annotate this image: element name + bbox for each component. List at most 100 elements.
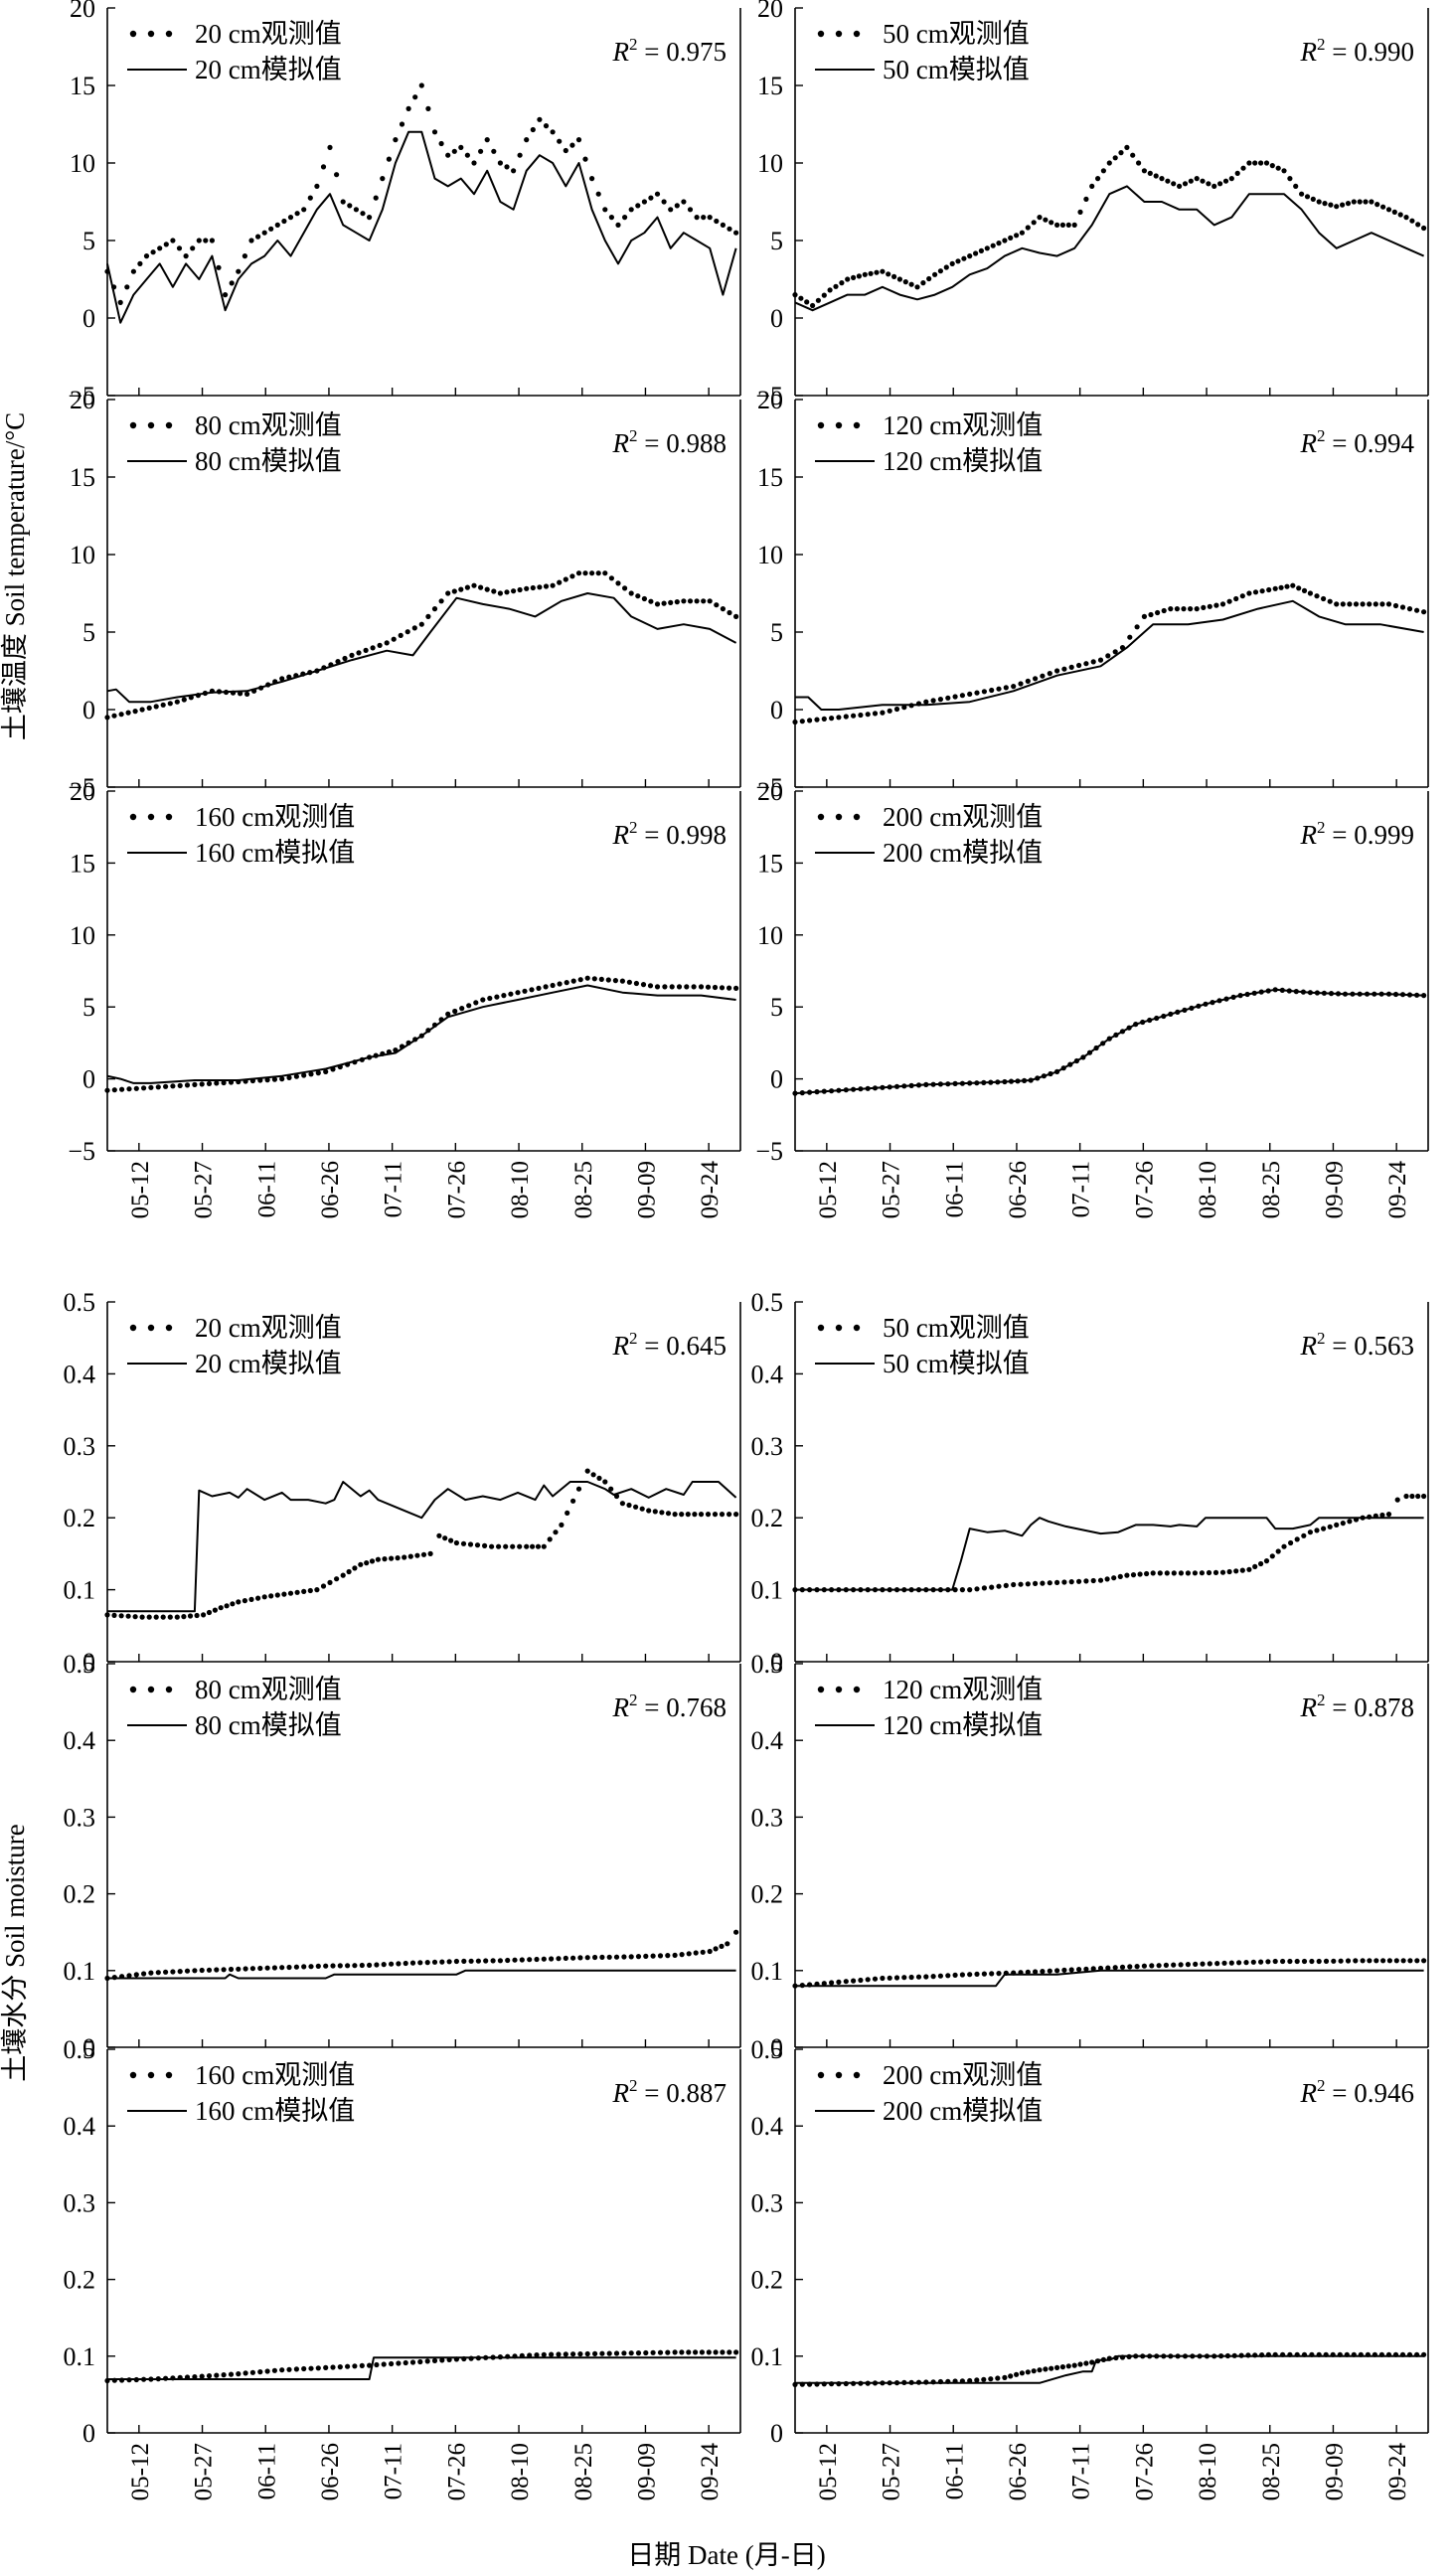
panel-temperature-120cm-observed-point bbox=[1003, 685, 1009, 691]
panel-temperature-80cm-observed-point bbox=[363, 647, 369, 654]
panel-temperature-20cm-observed-point bbox=[334, 172, 340, 178]
panel-moisture-50cm-observed-point bbox=[1301, 1532, 1307, 1538]
panel-moisture-80cm-observed-point bbox=[672, 1952, 678, 1958]
panel-temperature-50cm-observed-point bbox=[1165, 178, 1171, 184]
panel-temperature-20cm-observed-point bbox=[733, 230, 739, 236]
panel-temperature-50cm-observed-point bbox=[1077, 209, 1083, 215]
panel-moisture-20cm-observed-point bbox=[467, 1541, 474, 1547]
panel-temperature-20cm-observed-point bbox=[353, 207, 359, 213]
panel-moisture-50cm-observed-point bbox=[1206, 1569, 1212, 1576]
panel-temperature-120cm-observed-point bbox=[1097, 657, 1104, 663]
panel-moisture-120cm-ytick-label: 0 bbox=[770, 2033, 783, 2062]
panel-moisture-120cm-observed-point bbox=[1353, 1958, 1359, 1964]
panel-temperature-120cm-observed-point bbox=[1194, 606, 1200, 612]
panel-temperature-160cm-observed-point bbox=[612, 978, 619, 984]
panel-temperature-120cm-observed-point bbox=[1155, 609, 1161, 616]
panel-moisture-20cm-observed-point bbox=[294, 1589, 300, 1595]
x-axis-label: 日期 Date (月-日) bbox=[627, 2540, 825, 2570]
panel-temperature-120cm-observed-point bbox=[851, 713, 857, 719]
panel-moisture-120cm-observed-point bbox=[1250, 1959, 1256, 1965]
panel-temperature-20cm-observed-point bbox=[557, 138, 563, 144]
panel-moisture-20cm-observed-point bbox=[395, 1555, 401, 1561]
panel-moisture-160cm-xtick-label: 05-27 bbox=[191, 2443, 218, 2500]
panel-moisture-200cm-xtick-label: 09-24 bbox=[1384, 2443, 1411, 2501]
panel-moisture-80cm-legend-obs-marker bbox=[147, 1686, 155, 1693]
panel-temperature-50cm-observed-point bbox=[1397, 212, 1403, 218]
panel-temperature-160cm-legend-sim-label: 160 cm模拟值 bbox=[195, 838, 355, 868]
panel-moisture-120cm-observed-point bbox=[1272, 1958, 1278, 1965]
panel-temperature-50cm-observed-point bbox=[1240, 165, 1246, 171]
panel-temperature-80cm-legend-sim-label: 80 cm模拟值 bbox=[195, 446, 342, 476]
panel-temperature-160cm-observed-point bbox=[684, 984, 690, 990]
panel-moisture-50cm-observed-point bbox=[1281, 1543, 1287, 1549]
panel-temperature-80cm-observed-point bbox=[517, 586, 523, 593]
panel-temperature-80cm-ytick-label: 5 bbox=[82, 618, 95, 647]
panel-temperature-80cm-observed-point bbox=[595, 570, 601, 576]
panel-moisture-20cm-ytick-label: 0.4 bbox=[64, 1360, 96, 1388]
panel-temperature-50cm-observed-point bbox=[1019, 230, 1025, 236]
panel-moisture-80cm-observed-point bbox=[170, 1969, 176, 1975]
panel-temperature-80cm-observed-point bbox=[111, 713, 117, 719]
panel-moisture-160cm-observed-point bbox=[396, 2360, 402, 2366]
panel-temperature-160cm-observed-point bbox=[163, 1083, 169, 1089]
panel-temperature-200cm-legend-sim-label: 200 cm模拟值 bbox=[883, 838, 1043, 868]
panel-temperature-120cm-observed-point bbox=[1321, 595, 1327, 602]
panel-moisture-50cm-observed-point bbox=[1212, 1569, 1219, 1575]
panel-moisture-120cm-observed-point bbox=[880, 1975, 886, 1982]
panel-temperature-200cm-xtick-label: 09-09 bbox=[1321, 1161, 1348, 1218]
panel-temperature-120cm-observed-point bbox=[872, 711, 879, 717]
panel-moisture-50cm-observed-point bbox=[1090, 1577, 1096, 1584]
panel-temperature-50cm-observed-point bbox=[1188, 178, 1194, 184]
panel-temperature-120cm-observed-point bbox=[1090, 659, 1096, 665]
panel-moisture-50cm-observed-point bbox=[1233, 1568, 1239, 1574]
panel-temperature-120cm-observed-point bbox=[1068, 664, 1074, 671]
panel-moisture-80cm-observed-point bbox=[453, 1958, 459, 1965]
panel-temperature-120cm-observed-point bbox=[1259, 588, 1265, 594]
panel-moisture-80cm-observed-point bbox=[490, 1958, 496, 1964]
panel-temperature-120cm-observed-point bbox=[1226, 598, 1232, 604]
panel-moisture-160cm-observed-point bbox=[431, 2357, 438, 2363]
panel-moisture-50cm-observed-point bbox=[1025, 1581, 1031, 1587]
panel-moisture-160cm-observed-point bbox=[228, 2371, 235, 2377]
panel-moisture-160cm-r2-label: R2 = 0.887 bbox=[612, 2076, 727, 2108]
panel-moisture-20cm-observed-point bbox=[402, 1554, 407, 1560]
panel-temperature-20cm-observed-point bbox=[582, 156, 588, 162]
panel-moisture-160cm-observed-point bbox=[657, 2349, 664, 2355]
panel-temperature-20cm-observed-point bbox=[530, 126, 536, 133]
panel-temperature-20cm-observed-point bbox=[307, 195, 313, 201]
panel-temperature-160cm-observed-point bbox=[315, 1070, 321, 1076]
panel-temperature-80cm-observed-point bbox=[714, 602, 720, 608]
panel-moisture-50cm-observed-point bbox=[1111, 1575, 1117, 1581]
panel-temperature-20cm-ytick-label: −5 bbox=[68, 382, 95, 410]
panel-moisture-80cm-r2-label: R2 = 0.768 bbox=[612, 1690, 727, 1722]
panel-moisture-50cm-observed-point bbox=[1415, 1493, 1421, 1500]
panel-temperature-50cm-observed-point bbox=[996, 241, 1002, 246]
panel-moisture-120cm-ytick-label: 0.5 bbox=[751, 1650, 784, 1679]
panel-moisture-20cm-observed-point bbox=[414, 1552, 420, 1558]
panel-temperature-20cm-observed-point bbox=[367, 215, 373, 221]
panel-temperature-80cm-legend-obs-marker bbox=[165, 421, 173, 429]
panel-temperature-120cm-observed-point bbox=[1353, 601, 1360, 607]
panel-temperature-160cm-observed-point bbox=[473, 1000, 479, 1006]
panel-moisture-120cm-observed-point bbox=[1323, 1958, 1330, 1964]
panel-temperature-160cm-observed-point bbox=[487, 995, 493, 1002]
panel-temperature-20cm-observed-point bbox=[648, 195, 654, 201]
panel-temperature-50cm-observed-point bbox=[902, 279, 908, 285]
panel-temperature-80cm-observed-point bbox=[720, 606, 727, 612]
panel-temperature-20cm-observed-point bbox=[668, 207, 674, 213]
panel-moisture-20cm-observed-point bbox=[453, 1539, 459, 1546]
panel-moisture-200cm-observed-point bbox=[1014, 2371, 1020, 2377]
panel-temperature-120cm-observed-point bbox=[945, 695, 951, 701]
panel-moisture-160cm-observed-point bbox=[541, 2351, 547, 2357]
panel-temperature-20cm-observed-point bbox=[287, 215, 294, 221]
panel-temperature-120cm-observed-point bbox=[1278, 584, 1284, 590]
panel-temperature-160cm-xtick-label: 06-26 bbox=[317, 1161, 344, 1218]
panel-temperature-20cm-observed-point bbox=[157, 245, 163, 251]
panel-moisture-120cm-observed-point bbox=[1076, 1967, 1082, 1973]
panel-temperature-120cm-observed-point bbox=[792, 719, 798, 725]
panel-moisture-120cm-observed-point bbox=[1054, 1968, 1060, 1974]
panel-temperature-50cm-observed-point bbox=[1357, 199, 1363, 205]
panel-moisture-120cm-observed-point bbox=[1033, 1969, 1039, 1975]
panel-temperature-20cm-observed-point bbox=[340, 199, 346, 205]
panel-moisture-80cm-legend-obs-marker bbox=[165, 1686, 173, 1693]
